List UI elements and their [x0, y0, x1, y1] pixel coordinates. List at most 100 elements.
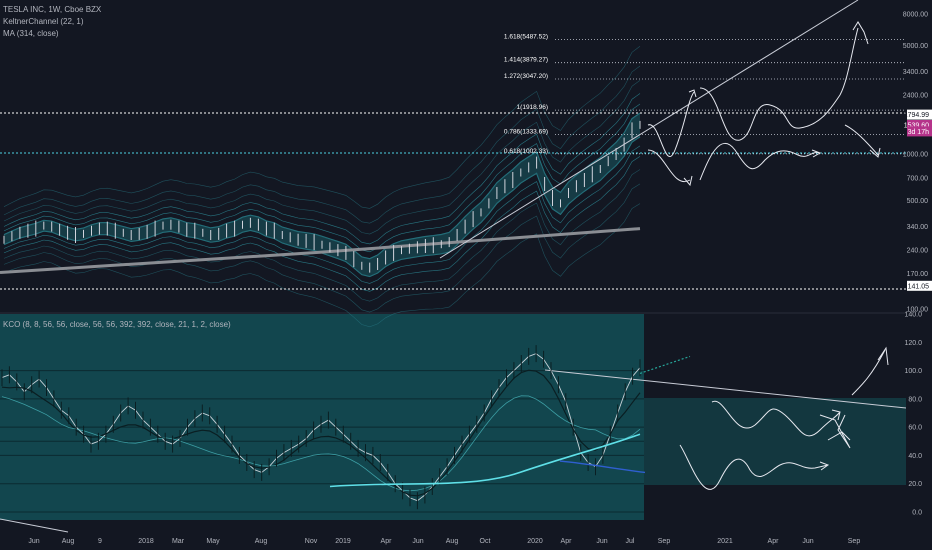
kco-tick-label: 40.0 — [908, 453, 922, 460]
price-axis-bg — [906, 0, 932, 313]
time-tick-label: 9 — [98, 538, 102, 545]
time-tick-label: Apr — [381, 538, 393, 545]
sketch-mid-path — [699, 142, 822, 181]
kco-tick-label: 0.0 — [912, 510, 922, 517]
kco-blue-line — [559, 460, 646, 474]
fib-label: 0.618(1002.33) — [504, 148, 548, 155]
keltner-legend[interactable]: KeltnerChannel (22, 1) — [3, 17, 84, 26]
time-tick-label: Sep — [658, 538, 671, 545]
price-bars — [3, 120, 641, 273]
kco-dotted-projection — [639, 355, 691, 374]
kco-axis-bg — [906, 314, 932, 520]
sketch-lower-left — [647, 149, 693, 187]
price-badge-label: 3d 17h — [908, 129, 930, 136]
price-badge-label: 141.05 — [908, 283, 930, 290]
kco-legend[interactable]: KCO (8, 8, 56, 56, close, 56, 56, 392, 3… — [3, 320, 231, 329]
time-tick-label: Aug — [255, 538, 268, 545]
channel-band-7 — [3, 145, 641, 284]
channel-band-8 — [3, 156, 641, 292]
kco-tick-label: 140.0 — [904, 312, 922, 319]
kco-lower-line[interactable] — [0, 518, 69, 533]
sketch-upper-left — [647, 89, 697, 158]
time-tick-label: Mar — [172, 538, 185, 545]
time-tick-label: Jun — [802, 538, 813, 545]
time-tick-label: May — [206, 538, 220, 545]
price-tick-label: 700.00 — [907, 176, 929, 183]
fib-label: 1.618(5487.52) — [504, 33, 548, 40]
kco-sketch-upper — [711, 400, 841, 437]
kco-trend-line[interactable] — [544, 369, 907, 409]
price-badge-bg — [907, 120, 932, 130]
channel-band-4 — [3, 103, 641, 253]
channel-band-1 — [3, 65, 641, 224]
time-tick-label: Sep — [848, 538, 861, 545]
price-tick-label: 240.00 — [907, 248, 929, 255]
channel-band-2 — [3, 80, 641, 235]
time-tick-label: 2019 — [335, 538, 351, 545]
kco-tick-label: 80.0 — [908, 396, 922, 403]
time-tick-label: Oct — [480, 538, 491, 545]
time-tick-label: Nov — [305, 538, 318, 545]
sketch-upper-path — [699, 21, 869, 141]
price-tick-label: 5000.00 — [903, 43, 928, 50]
time-tick-label: 2018 — [138, 538, 154, 545]
symbol-legend[interactable]: TESLA INC, 1W, Cboe BZX KeltnerChannel (… — [3, 4, 101, 40]
fib-labels: 1.618(5487.52) 1.414(3879.27) 1.272(3047.2… — [504, 33, 548, 154]
channel-band-9 — [3, 169, 641, 302]
kco-sketch-up — [851, 346, 889, 396]
price-tick-label: 100.00 — [907, 307, 929, 314]
kco-signal-line — [1, 395, 641, 492]
kco-panel-history — [0, 314, 644, 520]
time-tick-label: Aug — [62, 538, 75, 545]
time-axis[interactable]: Jun Aug 9 2018 Mar May Aug Nov 2019 Apr Jun Aug Oct 2… — [28, 538, 860, 545]
fib-label: 1(1918.96) — [517, 104, 548, 111]
price-badge-bg — [907, 109, 932, 120]
time-tick-label: Jun — [28, 538, 39, 545]
price-badge-label: 1794.99 — [904, 112, 929, 119]
trend-line[interactable] — [439, 0, 859, 259]
kco-panel-projection — [644, 398, 906, 485]
kco-sketch-lower — [679, 444, 830, 490]
channel-band-3 — [3, 93, 641, 245]
price-axis[interactable]: 8000.00 5000.00 3400.00 2400.00 1000.00 700.0… — [903, 0, 932, 314]
price-tick-label: 3400.00 — [903, 69, 928, 76]
sketch-right-down — [844, 124, 881, 158]
time-tick-label: Jun — [412, 538, 423, 545]
kco-tick-label: 20.0 — [908, 481, 922, 488]
symbol-title: TESLA INC, 1W, Cboe BZX — [3, 5, 102, 14]
price-badge-bg — [907, 280, 932, 291]
time-tick-label: Jun — [596, 538, 607, 545]
projection-sketches — [647, 21, 889, 490]
price-tick-label: 170.00 — [907, 271, 929, 278]
time-tick-label: 2020 — [527, 538, 543, 545]
price-tick-label: 2400.00 — [903, 93, 928, 100]
fib-label: 1.272(3047.20) — [504, 73, 548, 80]
price-tick-label: 340.00 — [907, 224, 929, 231]
kco-long-line — [329, 433, 641, 488]
kco-level-lines — [0, 370, 644, 513]
kco-tick-label: 60.0 — [908, 425, 922, 432]
time-tick-label: 2021 — [717, 538, 733, 545]
fib-label: 1.414(3879.27) — [504, 57, 548, 64]
price-tick-label: 500.00 — [907, 198, 929, 205]
ma-legend[interactable]: MA (314, close) — [3, 29, 59, 38]
price-badge-label: 1539.60 — [904, 123, 929, 130]
kco-axis[interactable]: 140.0 120.0 100.0 80.0 60.0 40.0 20.0 0.0 — [904, 312, 932, 521]
ma-line — [0, 227, 641, 274]
time-tick-label: Aug — [446, 538, 459, 545]
kco-tick-label: 120.0 — [904, 340, 922, 347]
price-badge-bg — [907, 126, 932, 137]
time-tick-label: Jul — [626, 538, 635, 545]
kco-tick-label: 100.0 — [904, 368, 922, 375]
channel-band-10 — [3, 183, 641, 313]
fib-label: 0.786(1333.69) — [504, 129, 548, 136]
kco-slow-line — [1, 369, 641, 497]
kco-oscillator — [1, 345, 691, 510]
time-tick-label: Apr — [561, 538, 573, 545]
time-tick-label: Apr — [768, 538, 780, 545]
price-tick-label: 8000.00 — [903, 12, 928, 19]
price-tick-label: 1000.00 — [903, 152, 928, 159]
kco-sketch-star — [819, 414, 851, 449]
